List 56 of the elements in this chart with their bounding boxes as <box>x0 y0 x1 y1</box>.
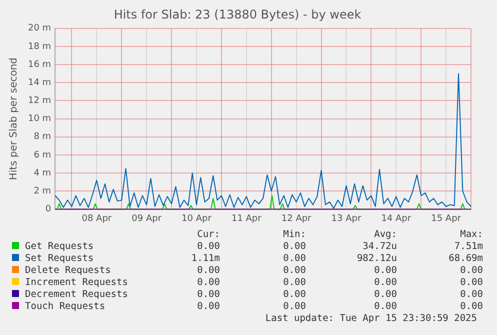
x-tick-label: 12 Apr <box>281 214 312 224</box>
y-tick-label: 10 m <box>28 114 52 124</box>
text: 7.51m <box>453 241 483 253</box>
text: 0.00 <box>196 289 220 301</box>
y-tick-label: 0 <box>45 204 52 215</box>
y-tick-label: 14 m <box>28 78 52 88</box>
text: Cur: <box>196 229 220 241</box>
text: 0.00 <box>196 277 220 289</box>
text: 0.00 <box>459 265 483 277</box>
text: 34.72u <box>362 241 397 253</box>
text: 0.00 <box>196 241 220 253</box>
text: 0.00 <box>459 277 483 289</box>
text: 0.00 <box>282 289 306 301</box>
text: 0.00 <box>459 301 483 313</box>
y-tick-label: 2 m <box>34 186 52 196</box>
text: 0.00 <box>282 253 306 265</box>
text: 0.00 <box>282 301 306 313</box>
x-tick-label: 11 Apr <box>231 214 262 224</box>
text: Max: <box>459 229 483 241</box>
text: Avg: <box>373 229 397 241</box>
text: 0.00 <box>459 289 483 301</box>
text: 68.69m <box>448 253 483 265</box>
y-tick-label: 18 m <box>28 42 52 52</box>
text: 0.00 <box>373 265 397 277</box>
legend-label: Decrement Requests <box>25 289 128 300</box>
text: 0.00 <box>373 277 397 289</box>
legend-label: Delete Requests <box>25 265 111 276</box>
x-tick-label: 14 Apr <box>381 214 412 224</box>
legend-label: Set Requests <box>25 253 94 264</box>
text: 0.00 <box>196 301 220 313</box>
x-tick-label: 15 Apr <box>431 214 462 224</box>
text: Last update: Tue Apr 15 23:30:59 2025 <box>264 313 478 325</box>
text: 0.00 <box>373 289 397 301</box>
chart-title: Hits for Slab: 23 (13880 Bytes) - by week <box>114 7 362 22</box>
x-tick-label: 10 Apr <box>182 214 212 224</box>
text: 982.12u <box>356 253 397 265</box>
text: 1.11m <box>190 253 220 265</box>
x-tick-label: 13 Apr <box>331 214 362 224</box>
text: Min: <box>282 229 306 241</box>
text: 0.00 <box>282 241 306 253</box>
text: 0.00 <box>196 265 220 277</box>
y-tick-label: 6 m <box>34 150 52 160</box>
text: 0.00 <box>282 265 306 277</box>
y-tick-label: 20 m <box>28 24 52 34</box>
legend-label: Get Requests <box>25 241 94 252</box>
x-tick-label: 09 Apr <box>132 214 162 224</box>
text: 0.00 <box>282 277 306 289</box>
x-tick-label: 08 Apr <box>82 214 112 224</box>
y-tick-label: 4 m <box>34 168 52 178</box>
legend-label: Touch Requests <box>25 301 106 312</box>
y-tick-label: 16 m <box>28 60 52 70</box>
y-axis-title: Hits per Slab per second <box>8 57 20 180</box>
y-tick-label: 12 m <box>28 96 52 106</box>
y-tick-label: 8 m <box>34 132 52 142</box>
text: 0.00 <box>373 301 397 313</box>
legend-label: Increment Requests <box>25 277 128 288</box>
